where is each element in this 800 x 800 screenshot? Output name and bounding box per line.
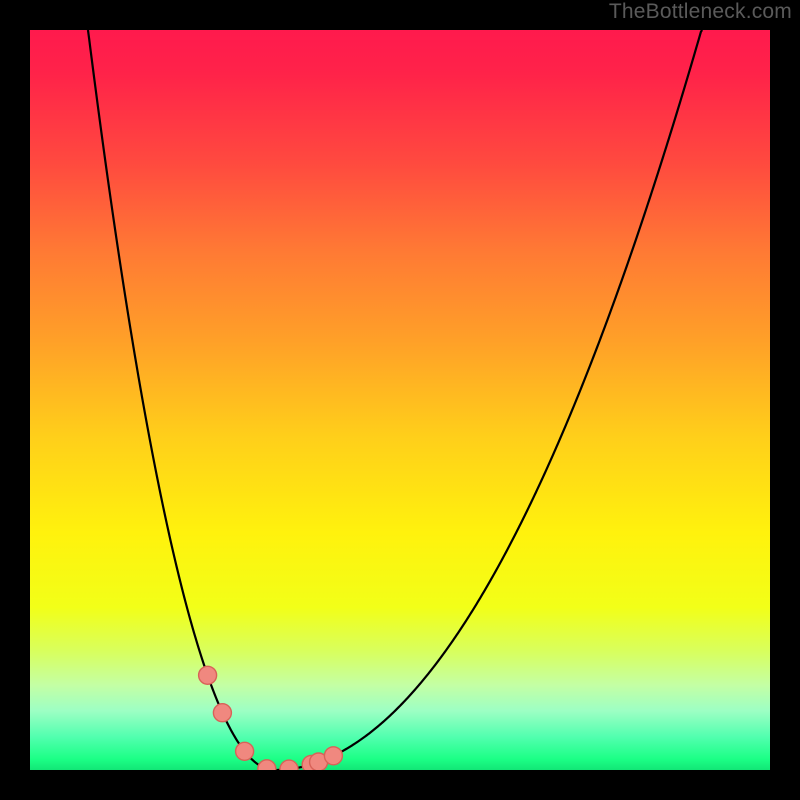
chart-plot-area [30, 30, 770, 770]
bottleneck-curve [88, 30, 702, 770]
curve-marker [213, 704, 231, 722]
chart-svg-layer [30, 30, 770, 770]
curve-marker [236, 742, 254, 760]
curve-marker [324, 747, 342, 765]
curve-marker [199, 666, 217, 684]
curve-marker [280, 760, 298, 770]
chart-frame: TheBottleneck.com [0, 0, 800, 800]
curve-marker [258, 760, 276, 770]
watermark-text: TheBottleneck.com [609, 0, 792, 24]
